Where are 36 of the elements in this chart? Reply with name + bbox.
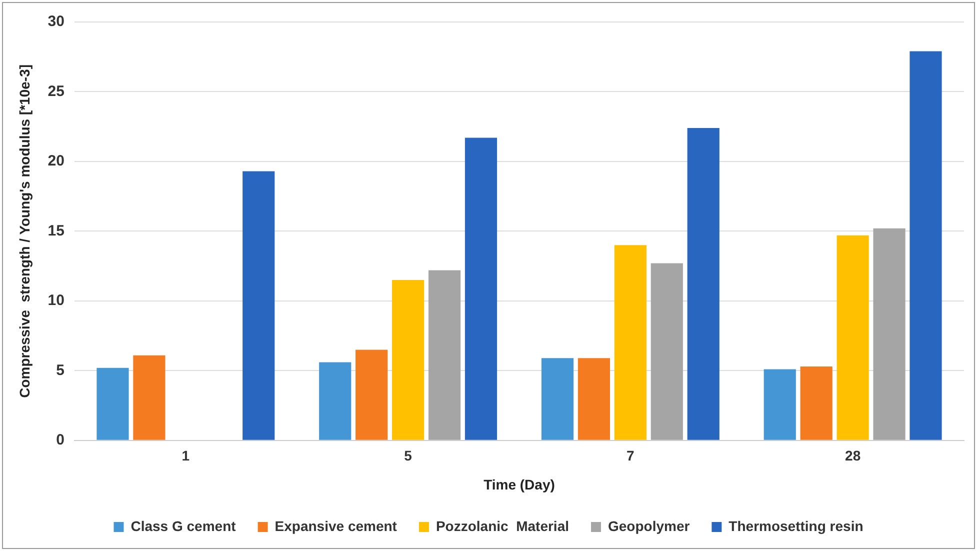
legend-label: Thermosetting resin [728,518,864,534]
legend-label: Expansive cement [274,518,398,534]
y-tick-label: 25 [48,82,64,100]
bar [356,350,388,440]
bar [614,245,646,440]
bar [464,138,498,440]
y-tick-label: 20 [48,152,64,170]
legend-label: Geopolymer [608,518,690,534]
bar [650,263,683,440]
bar [873,228,906,440]
bar [133,355,166,440]
bar [428,270,461,440]
x-tick-label: 1 [182,448,190,464]
x-tick-label: 5 [404,448,412,464]
bar [764,369,796,440]
bar [687,128,720,440]
bar [910,51,942,440]
y-axis-title: Compressive strength / Young's modulus [*10e-3] [16,64,32,398]
bar [800,366,832,440]
y-tick-label: 15 [48,222,64,240]
bar [578,358,610,440]
x-axis-title: Time (Day) [484,476,555,492]
bar [96,368,129,440]
bar [242,171,275,440]
x-tick-label: 7 [626,448,635,464]
bar [319,362,352,440]
bar [836,235,869,440]
y-tick-label: 5 [56,362,64,379]
x-tick-label: 28 [845,448,861,464]
bar [392,280,424,440]
legend-label: Pozzolanic Material [436,518,570,534]
y-tick-label: 10 [48,292,64,310]
bar [541,358,574,440]
y-tick-label: 30 [48,13,64,30]
legend-label: Class G cement [130,518,236,534]
y-tick-label: 0 [56,432,64,449]
